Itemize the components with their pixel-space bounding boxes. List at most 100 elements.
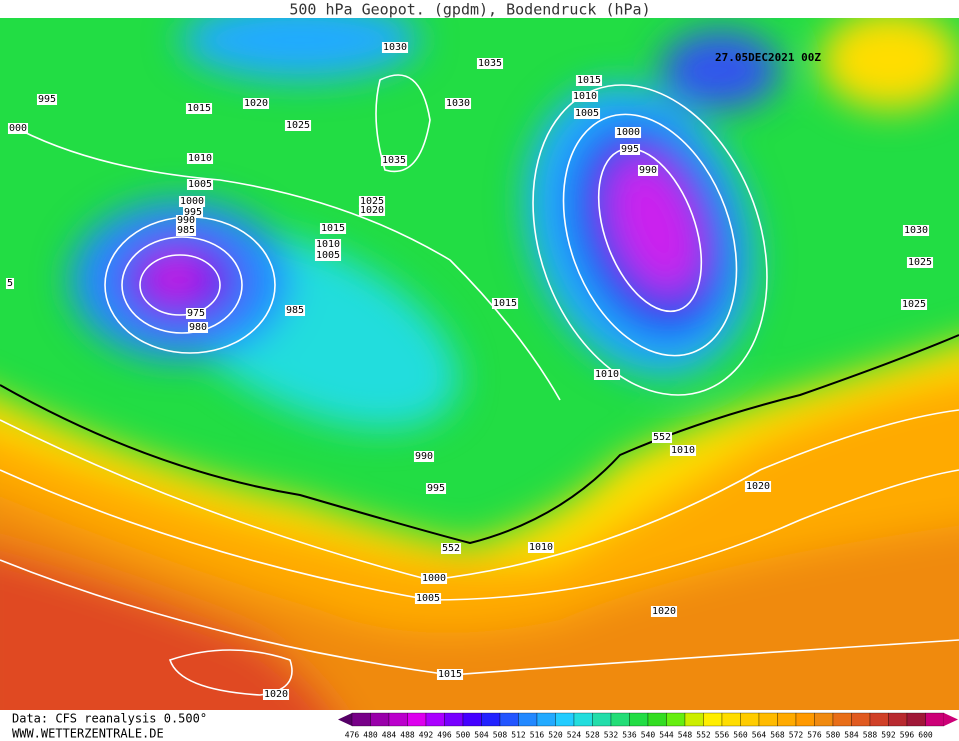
isobar-label: 1015 bbox=[577, 75, 601, 86]
scale-bin bbox=[444, 712, 464, 727]
isobar-label: 1020 bbox=[360, 205, 384, 216]
scale-label: 592 bbox=[881, 731, 896, 740]
isobar-label: 1015 bbox=[321, 223, 345, 234]
scale-bin bbox=[536, 712, 556, 727]
isobar-label: 1005 bbox=[575, 108, 599, 119]
scale-bin bbox=[407, 712, 427, 727]
scale-bin bbox=[647, 712, 667, 727]
scale-label: 484 bbox=[382, 731, 397, 740]
isobar-label-box bbox=[614, 127, 642, 138]
scale-bin bbox=[388, 712, 408, 727]
scale-bin bbox=[684, 712, 704, 727]
scale-bin bbox=[795, 712, 815, 727]
scale-bin bbox=[906, 712, 926, 727]
isobar-label-box bbox=[593, 369, 621, 380]
isobar-label: 1000 bbox=[180, 196, 204, 207]
scale-bin bbox=[869, 712, 889, 727]
isobar-label: 1025 bbox=[908, 257, 932, 268]
scale-bin bbox=[555, 712, 575, 727]
scale-bin bbox=[777, 712, 797, 727]
scale-label: 512 bbox=[511, 731, 526, 740]
scale-bin bbox=[518, 712, 538, 727]
isobar-label: 1030 bbox=[446, 98, 470, 109]
isobar-label-box bbox=[573, 108, 601, 119]
scale-bin bbox=[351, 712, 371, 727]
scale-label: 564 bbox=[752, 731, 767, 740]
scale-label: 588 bbox=[863, 731, 878, 740]
isobar-label: 1010 bbox=[188, 153, 212, 164]
isobar-label-box bbox=[185, 308, 207, 319]
isobar-label: 1020 bbox=[264, 689, 288, 700]
scale-bin bbox=[925, 712, 945, 727]
scale-label: 480 bbox=[363, 731, 378, 740]
isobar-label-box bbox=[571, 91, 599, 102]
isobar-label: 1025 bbox=[360, 196, 384, 207]
isobar-label: 1020 bbox=[244, 98, 268, 109]
isobar-label: 000 bbox=[9, 123, 27, 134]
scale-label: 536 bbox=[622, 731, 637, 740]
scale-label: 508 bbox=[493, 731, 508, 740]
isobar-label: 995 bbox=[427, 483, 445, 494]
scale-label: 576 bbox=[807, 731, 822, 740]
isobar-label: 1005 bbox=[416, 593, 440, 604]
scale-label: 548 bbox=[678, 731, 693, 740]
isobar-label: 1030 bbox=[904, 225, 928, 236]
isobar-label-box bbox=[186, 179, 214, 190]
isobar-label-box bbox=[284, 120, 312, 131]
scale-label: 524 bbox=[567, 731, 582, 740]
isobar-label-box bbox=[284, 305, 306, 316]
isobar-label: 995 bbox=[38, 94, 56, 105]
isobar-label-box bbox=[436, 669, 464, 680]
isobar-label-box bbox=[440, 543, 462, 554]
isobar-label-box bbox=[575, 75, 603, 86]
scale-bin bbox=[425, 712, 445, 727]
scale-bin bbox=[740, 712, 760, 727]
scale-label: 532 bbox=[604, 731, 619, 740]
scale-bin bbox=[832, 712, 852, 727]
scale-label: 560 bbox=[733, 731, 748, 740]
isobar-label-box bbox=[175, 215, 197, 226]
scale-label: 552 bbox=[696, 731, 711, 740]
isobar-label: 1025 bbox=[286, 120, 310, 131]
isobar-label-box bbox=[744, 481, 772, 492]
isobar-label: 990 bbox=[415, 451, 433, 462]
isobar-label-box bbox=[5, 278, 15, 289]
isobar-label-box bbox=[650, 606, 678, 617]
isobar-label-box bbox=[420, 573, 448, 584]
isobar-label-box bbox=[444, 98, 472, 109]
scale-label: 568 bbox=[770, 731, 785, 740]
isobar-label: 552 bbox=[442, 543, 460, 554]
scale-bin bbox=[592, 712, 612, 727]
scale-bin bbox=[814, 712, 834, 727]
isobar-label: 1010 bbox=[671, 445, 695, 456]
isobar-label-box bbox=[619, 144, 641, 155]
isobar-label-box bbox=[380, 155, 408, 166]
isobar-label: 1015 bbox=[493, 298, 517, 309]
isobar-label-box bbox=[476, 58, 504, 69]
scale-label: 504 bbox=[474, 731, 489, 740]
scale-label: 600 bbox=[918, 731, 933, 740]
scale-label: 580 bbox=[826, 731, 841, 740]
color-scale: 476 480 484 488 492 496 500 504 508 512 516 520 524 5… bbox=[338, 712, 958, 740]
isobar-label-box bbox=[186, 153, 214, 164]
scale-bin bbox=[758, 712, 778, 727]
isobar-label: 1015 bbox=[187, 103, 211, 114]
isobar-label-box bbox=[182, 207, 204, 218]
isobar-label: 1010 bbox=[595, 369, 619, 380]
isobar-label: 980 bbox=[189, 322, 207, 333]
isobar-label-box bbox=[7, 123, 29, 134]
isobar-label: 1010 bbox=[573, 91, 597, 102]
isobar-label: 1010 bbox=[316, 239, 340, 250]
scale-bin bbox=[610, 712, 630, 727]
isobars bbox=[0, 74, 959, 696]
isobar-label: 1035 bbox=[382, 155, 406, 166]
timestamp: 27.05DEC2021 00Z bbox=[715, 51, 821, 64]
scale-label: 516 bbox=[530, 731, 545, 740]
isobar-label: 1015 bbox=[438, 669, 462, 680]
isobar-label: 5 bbox=[7, 278, 13, 289]
scale-bin bbox=[721, 712, 741, 727]
scale-bin bbox=[851, 712, 871, 727]
scale-bin bbox=[629, 712, 649, 727]
isobar-label-box bbox=[185, 103, 213, 114]
isobar-label-box bbox=[319, 223, 347, 234]
